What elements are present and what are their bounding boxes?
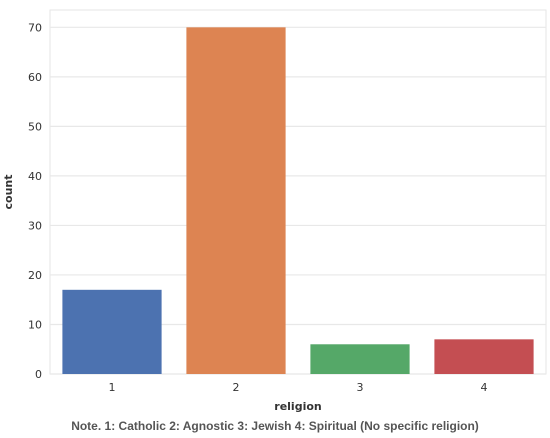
y-tick-label: 70 <box>28 21 42 34</box>
bar-4 <box>434 339 534 374</box>
y-tick-label: 20 <box>28 269 42 282</box>
bar-2 <box>186 27 286 374</box>
y-tick-label: 0 <box>35 368 42 381</box>
bar-1 <box>62 289 162 374</box>
bars <box>62 27 534 374</box>
x-tick-label: 4 <box>481 381 488 394</box>
y-tick-label: 30 <box>28 219 42 232</box>
x-tick-label: 3 <box>357 381 364 394</box>
y-tick-label: 10 <box>28 318 42 331</box>
bar-3 <box>310 344 410 374</box>
footnote: Note. 1: Catholic 2: Agnostic 3: Jewish … <box>71 419 479 433</box>
x-tick-labels: 1 2 3 4 <box>109 381 488 394</box>
x-tick-label: 2 <box>233 381 240 394</box>
y-tick-label: 40 <box>28 170 42 183</box>
x-axis-title: religion <box>274 400 321 413</box>
y-tick-label: 50 <box>28 120 42 133</box>
y-tick-label: 60 <box>28 71 42 84</box>
x-tick-label: 1 <box>109 381 116 394</box>
y-tick-labels: 0 10 20 30 40 50 60 70 <box>28 21 42 381</box>
y-axis-title: count <box>2 175 15 210</box>
